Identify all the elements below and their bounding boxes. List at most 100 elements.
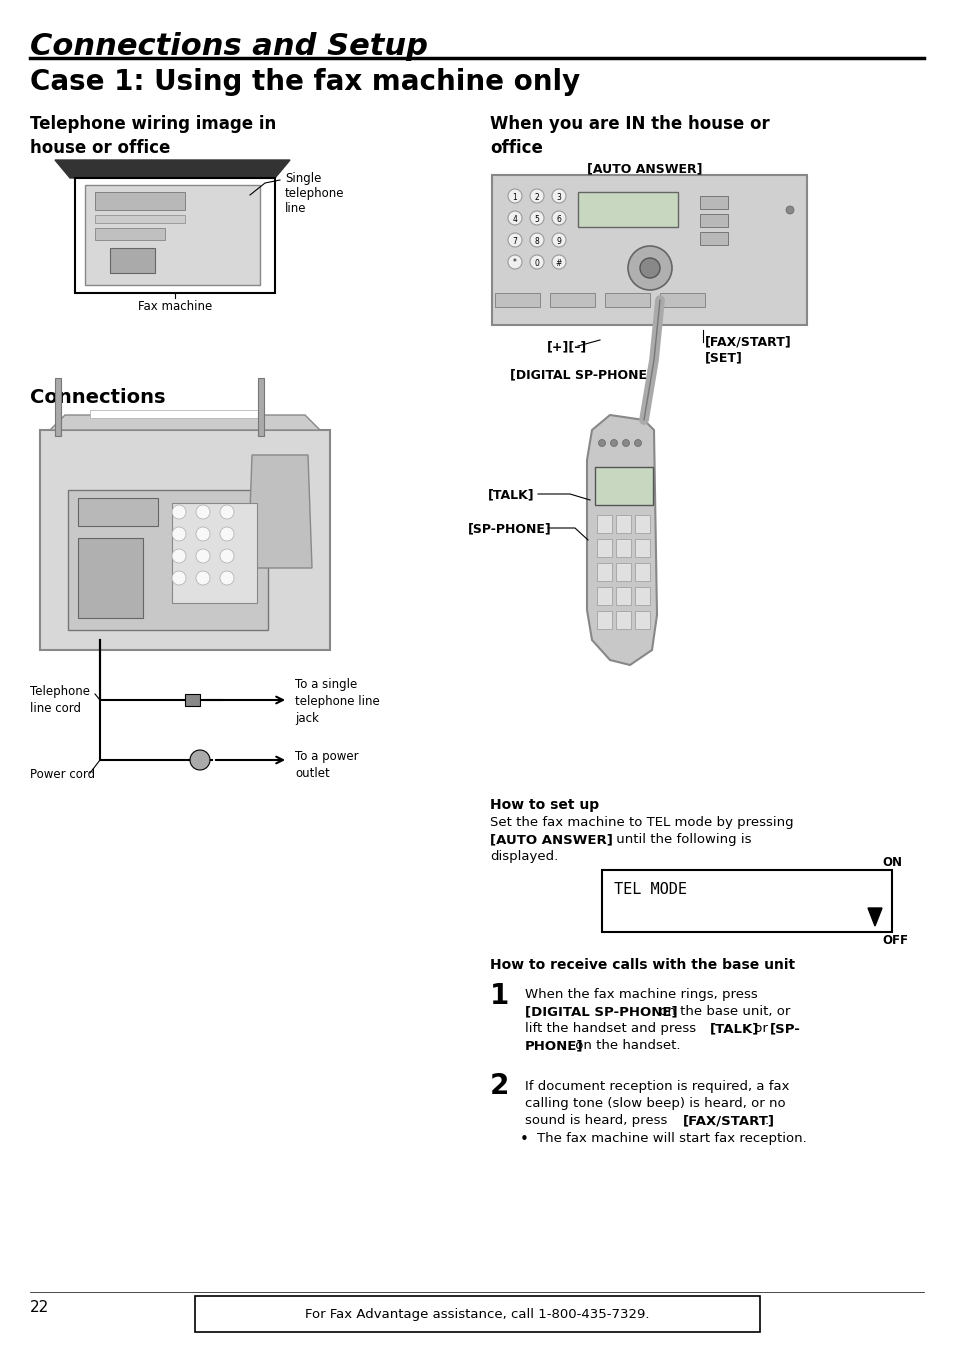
Circle shape xyxy=(190,749,210,770)
Text: until the following is: until the following is xyxy=(612,833,751,847)
Text: To a power
outlet: To a power outlet xyxy=(294,749,358,780)
Circle shape xyxy=(195,506,210,519)
Text: 3: 3 xyxy=(556,193,561,201)
Text: [AUTO ANSWER]: [AUTO ANSWER] xyxy=(587,162,702,175)
Circle shape xyxy=(220,549,233,563)
Circle shape xyxy=(530,255,543,270)
Bar xyxy=(635,563,649,581)
Text: ON: ON xyxy=(882,856,901,869)
Text: If document reception is required, a fax: If document reception is required, a fax xyxy=(524,1080,789,1093)
Text: [TALK]: [TALK] xyxy=(488,488,534,501)
Text: calling tone (slow beep) is heard, or no: calling tone (slow beep) is heard, or no xyxy=(524,1097,785,1109)
Bar xyxy=(257,377,264,435)
Bar xyxy=(597,539,612,557)
Text: [FAX/START]
[SET]: [FAX/START] [SET] xyxy=(704,336,791,364)
Bar xyxy=(75,178,274,293)
Bar xyxy=(194,1295,760,1332)
Text: .: . xyxy=(764,1113,768,1127)
Text: on the base unit, or: on the base unit, or xyxy=(655,1006,789,1018)
Text: 7: 7 xyxy=(512,236,517,245)
Polygon shape xyxy=(55,160,290,178)
Bar xyxy=(597,586,612,605)
Circle shape xyxy=(220,572,233,585)
Bar xyxy=(597,611,612,630)
Bar xyxy=(635,586,649,605)
Bar xyxy=(700,195,727,209)
Circle shape xyxy=(507,212,521,225)
Text: When you are IN the house or
office: When you are IN the house or office xyxy=(490,115,769,156)
Text: *: * xyxy=(513,259,517,267)
Text: [AUTO ANSWER]: [AUTO ANSWER] xyxy=(490,833,612,847)
Text: 5: 5 xyxy=(534,214,538,224)
Bar xyxy=(597,563,612,581)
Text: OFF: OFF xyxy=(882,934,907,948)
Text: 9: 9 xyxy=(556,236,561,245)
Circle shape xyxy=(622,439,629,446)
Bar xyxy=(616,611,630,630)
Circle shape xyxy=(530,233,543,247)
Circle shape xyxy=(530,189,543,204)
Bar xyxy=(700,214,727,226)
Text: How to set up: How to set up xyxy=(490,798,598,811)
Bar xyxy=(95,228,165,240)
Bar xyxy=(578,191,678,226)
Circle shape xyxy=(172,527,186,541)
Polygon shape xyxy=(185,694,200,706)
Text: 4: 4 xyxy=(512,214,517,224)
Circle shape xyxy=(634,439,640,446)
Text: #: # xyxy=(556,259,561,267)
Circle shape xyxy=(195,549,210,563)
Circle shape xyxy=(172,572,186,585)
Bar xyxy=(172,503,256,603)
Bar xyxy=(110,248,154,274)
Text: [DIGITAL SP-PHONE]: [DIGITAL SP-PHONE] xyxy=(510,368,652,381)
Text: Power cord: Power cord xyxy=(30,768,95,780)
Bar xyxy=(635,539,649,557)
Bar xyxy=(601,869,891,931)
Circle shape xyxy=(195,527,210,541)
Bar xyxy=(604,293,649,307)
Text: 1: 1 xyxy=(490,981,509,1010)
Text: Connections and Setup: Connections and Setup xyxy=(30,32,428,61)
Bar xyxy=(55,377,61,435)
Text: or: or xyxy=(749,1022,771,1035)
Bar xyxy=(85,185,260,284)
Text: displayed.: displayed. xyxy=(490,851,558,863)
Polygon shape xyxy=(248,456,312,568)
Bar xyxy=(635,515,649,532)
Circle shape xyxy=(552,189,565,204)
Circle shape xyxy=(220,506,233,519)
Text: Fax machine: Fax machine xyxy=(138,301,212,313)
Text: [TALK]: [TALK] xyxy=(709,1022,759,1035)
Circle shape xyxy=(507,233,521,247)
Circle shape xyxy=(598,439,605,446)
Bar xyxy=(78,538,143,617)
Text: 8: 8 xyxy=(534,236,538,245)
Text: [+][–]: [+][–] xyxy=(546,340,587,353)
Text: 2: 2 xyxy=(534,193,538,201)
Circle shape xyxy=(220,527,233,541)
Polygon shape xyxy=(586,415,657,665)
Text: To a single
telephone line
jack: To a single telephone line jack xyxy=(294,678,379,725)
Text: [SP-PHONE]: [SP-PHONE] xyxy=(468,522,551,535)
Text: When the fax machine rings, press: When the fax machine rings, press xyxy=(524,988,757,1002)
Text: Telephone wiring image in
house or office: Telephone wiring image in house or offic… xyxy=(30,115,276,156)
Text: The fax machine will start fax reception.: The fax machine will start fax reception… xyxy=(537,1132,806,1144)
Text: [DIGITAL SP-PHONE]: [DIGITAL SP-PHONE] xyxy=(524,1006,677,1018)
Bar xyxy=(95,191,185,210)
Text: How to receive calls with the base unit: How to receive calls with the base unit xyxy=(490,958,794,972)
Circle shape xyxy=(530,212,543,225)
Bar xyxy=(616,563,630,581)
Bar xyxy=(597,515,612,532)
Text: •: • xyxy=(519,1132,528,1147)
Text: [SP-: [SP- xyxy=(769,1022,800,1035)
Bar xyxy=(78,497,158,526)
Text: TEL MODE: TEL MODE xyxy=(614,882,686,896)
Circle shape xyxy=(507,189,521,204)
Text: [FAX/START]: [FAX/START] xyxy=(682,1113,774,1127)
Polygon shape xyxy=(867,909,882,926)
Circle shape xyxy=(552,212,565,225)
Bar xyxy=(616,539,630,557)
Circle shape xyxy=(785,206,793,214)
Circle shape xyxy=(610,439,617,446)
